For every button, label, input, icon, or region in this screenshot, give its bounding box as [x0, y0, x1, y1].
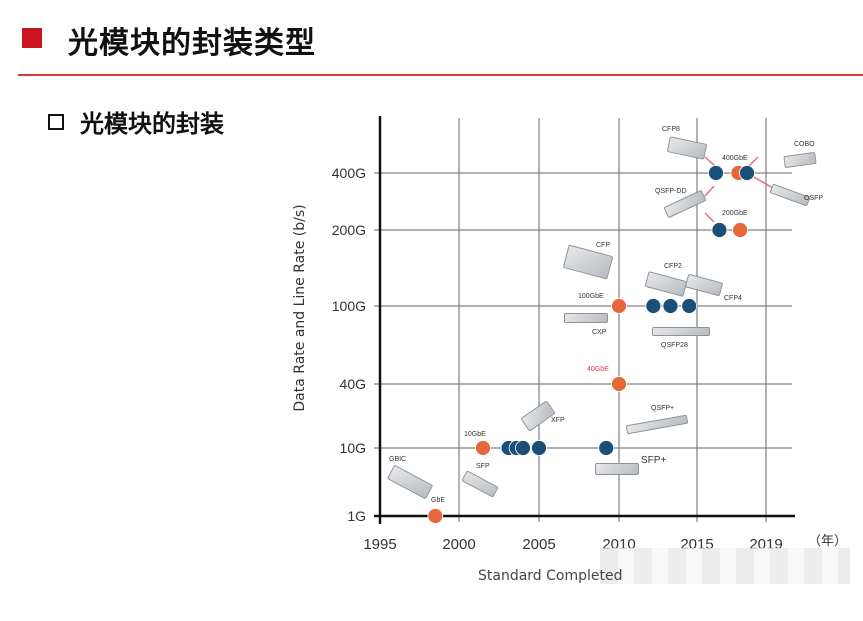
label-osfp: OSFP	[804, 195, 824, 202]
module-point	[681, 298, 698, 314]
label-gbic: GBIC	[389, 456, 407, 463]
title-marker	[22, 28, 42, 48]
y-tick-label: 1G	[347, 508, 366, 524]
label-100gbe: 100GbE	[578, 293, 604, 300]
label-cxp: CXP	[592, 329, 607, 336]
label-xfp: XFP	[551, 417, 565, 424]
standard-point	[475, 440, 491, 456]
cxp-module-image	[564, 313, 608, 323]
bullet-square-icon	[48, 114, 64, 130]
x-tick-label: 2005	[522, 536, 555, 553]
pointer-arrow	[704, 185, 715, 197]
qsfp28-module-image	[652, 327, 710, 336]
label-cfp4: CFP4	[724, 295, 742, 302]
module-point	[739, 165, 755, 181]
label-cfp8: CFP8	[662, 126, 680, 133]
label-sfp-plus: SFP+	[641, 455, 667, 466]
y-tick-label: 40G	[340, 376, 366, 392]
module-point	[662, 298, 679, 314]
sfp-plus-module-image	[595, 463, 639, 475]
y-tick-label: 400G	[332, 165, 366, 181]
y-axis-label: Data Rate and Line Rate (b/s)	[292, 204, 308, 412]
title-divider	[18, 74, 863, 76]
y-tick-label: 200G	[332, 222, 366, 238]
page-title: 光模块的封装类型	[68, 26, 316, 61]
standard-point	[611, 298, 627, 314]
pointer-arrow	[747, 156, 759, 168]
label-gbe: GbE	[431, 497, 446, 504]
label-10gbe: 10GbE	[464, 431, 486, 438]
label-400gbe: 400GbE	[722, 155, 748, 162]
module-point	[711, 222, 728, 238]
module-point	[708, 165, 724, 181]
label-qsfp-dd: QSFP-DD	[655, 188, 687, 195]
label-sfp: SFP	[476, 463, 490, 470]
y-tick-label: 100G	[332, 298, 366, 314]
module-point	[598, 440, 615, 456]
standard-point	[732, 222, 749, 238]
label-cobo: COBO	[794, 141, 815, 148]
y-tick-label: 10G	[340, 440, 366, 456]
label-200gbe: 200GbE	[722, 210, 748, 217]
standard-point	[427, 508, 444, 524]
label-qsfp-plus: QSFP+	[651, 405, 675, 412]
module-point	[645, 298, 662, 314]
x-axis-label: Standard Completed	[478, 568, 623, 584]
label-40gbe: 40GbE	[587, 366, 609, 373]
label-cfp: CFP	[596, 242, 610, 249]
section-subtitle: 光模块的封装	[80, 110, 224, 138]
pointer-arrow	[704, 212, 715, 223]
x-axis-unit: （年）	[808, 534, 848, 549]
x-tick-label: 1995	[363, 536, 396, 553]
label-qsfp28: QSFP28	[661, 342, 688, 349]
module-point	[515, 440, 531, 456]
label-cfp2: CFP2	[664, 263, 682, 270]
watermark-blur	[600, 548, 850, 584]
x-tick-label: 2000	[442, 536, 475, 553]
module-point	[531, 440, 547, 456]
standard-point	[611, 376, 627, 392]
